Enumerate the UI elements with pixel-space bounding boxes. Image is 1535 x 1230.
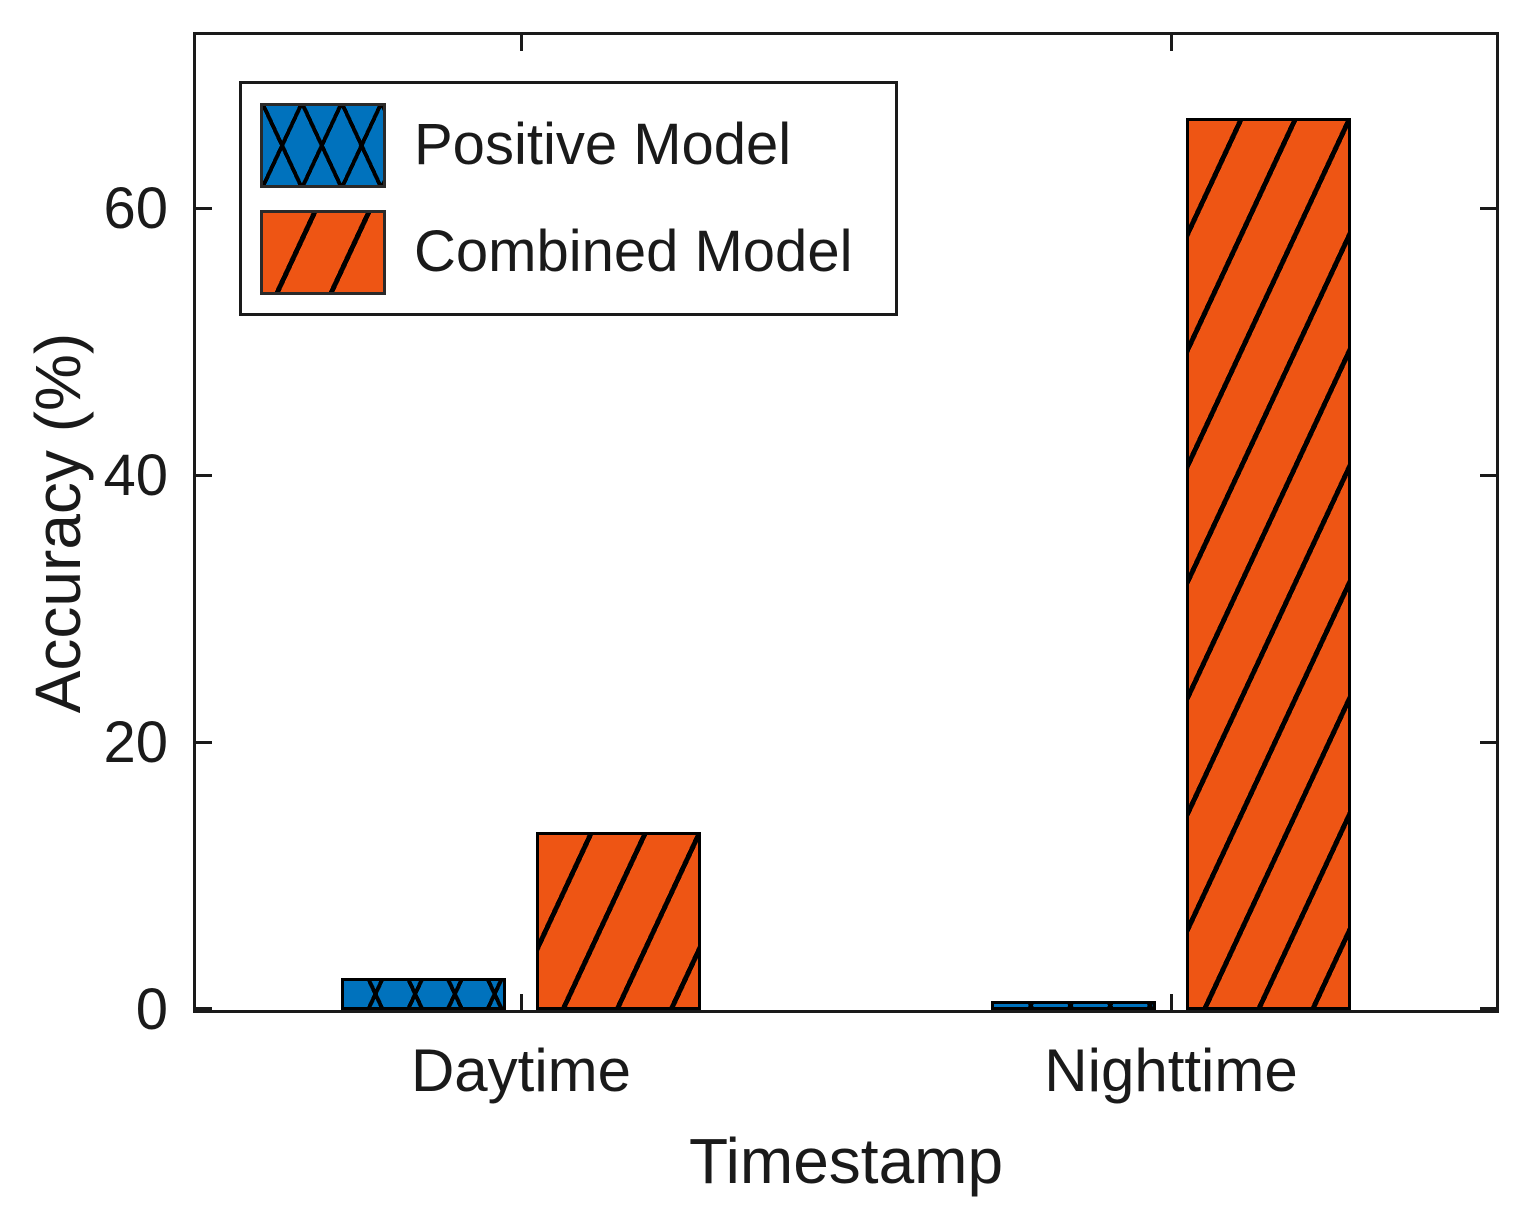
y-tick-mark: [196, 207, 212, 211]
x-tick-mark: [519, 994, 523, 1010]
legend-label: Combined Model: [414, 219, 853, 284]
y-tick-mark: [1480, 474, 1496, 478]
legend-swatch-positive-model: [260, 102, 386, 188]
legend-item: Combined Model: [260, 209, 895, 295]
y-tick-mark: [196, 474, 212, 478]
y-tick-mark: [196, 1007, 212, 1010]
y-tick-label: 60: [103, 175, 168, 241]
y-tick-label: 0: [135, 977, 168, 1042]
x-axis-label: Timestamp: [688, 1125, 1004, 1197]
legend-item: Positive Model: [260, 102, 895, 188]
bar-daytime-combined-model: [536, 832, 701, 1010]
y-tick-label: 40: [103, 442, 168, 508]
y-tick-mark: [1480, 207, 1496, 211]
y-axis-label: Accuracy (%): [22, 332, 94, 714]
bar-daytime-positive-model: [341, 977, 506, 1010]
bar-nighttime-positive-model: [991, 1000, 1156, 1010]
y-tick-mark: [1480, 1007, 1496, 1010]
x-tick-label: Daytime: [410, 1037, 632, 1104]
x-tick-mark: [1169, 994, 1173, 1010]
y-tick-label: 20: [103, 709, 168, 775]
y-tick-mark: [196, 741, 212, 745]
x-tick-mark: [519, 35, 523, 51]
plot-area: Positive Model Combined Model: [193, 32, 1499, 1013]
legend-box: Positive Model Combined Model: [239, 81, 898, 316]
legend-label: Positive Model: [414, 112, 792, 177]
x-tick-mark: [1169, 35, 1173, 51]
legend-swatch-combined-model: [260, 209, 386, 295]
x-tick-label: Nighttime: [1044, 1037, 1298, 1104]
bar-nighttime-combined-model: [1186, 117, 1351, 1010]
y-tick-mark: [1480, 741, 1496, 745]
